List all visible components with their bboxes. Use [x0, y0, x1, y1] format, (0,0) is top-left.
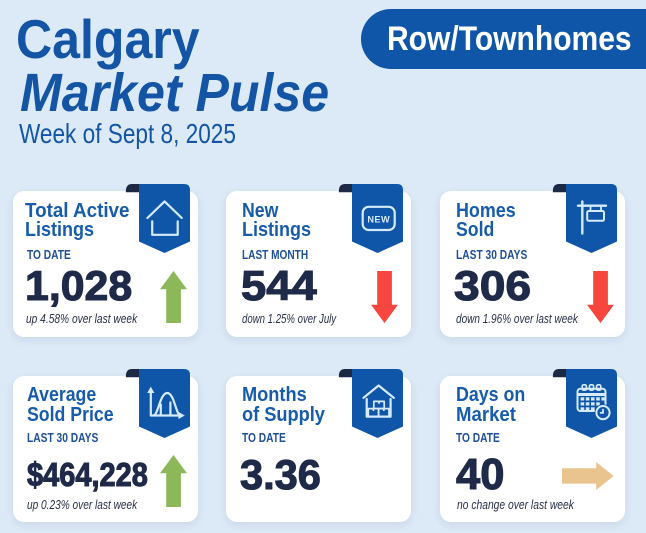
svg-text:NEW: NEW — [368, 214, 391, 224]
